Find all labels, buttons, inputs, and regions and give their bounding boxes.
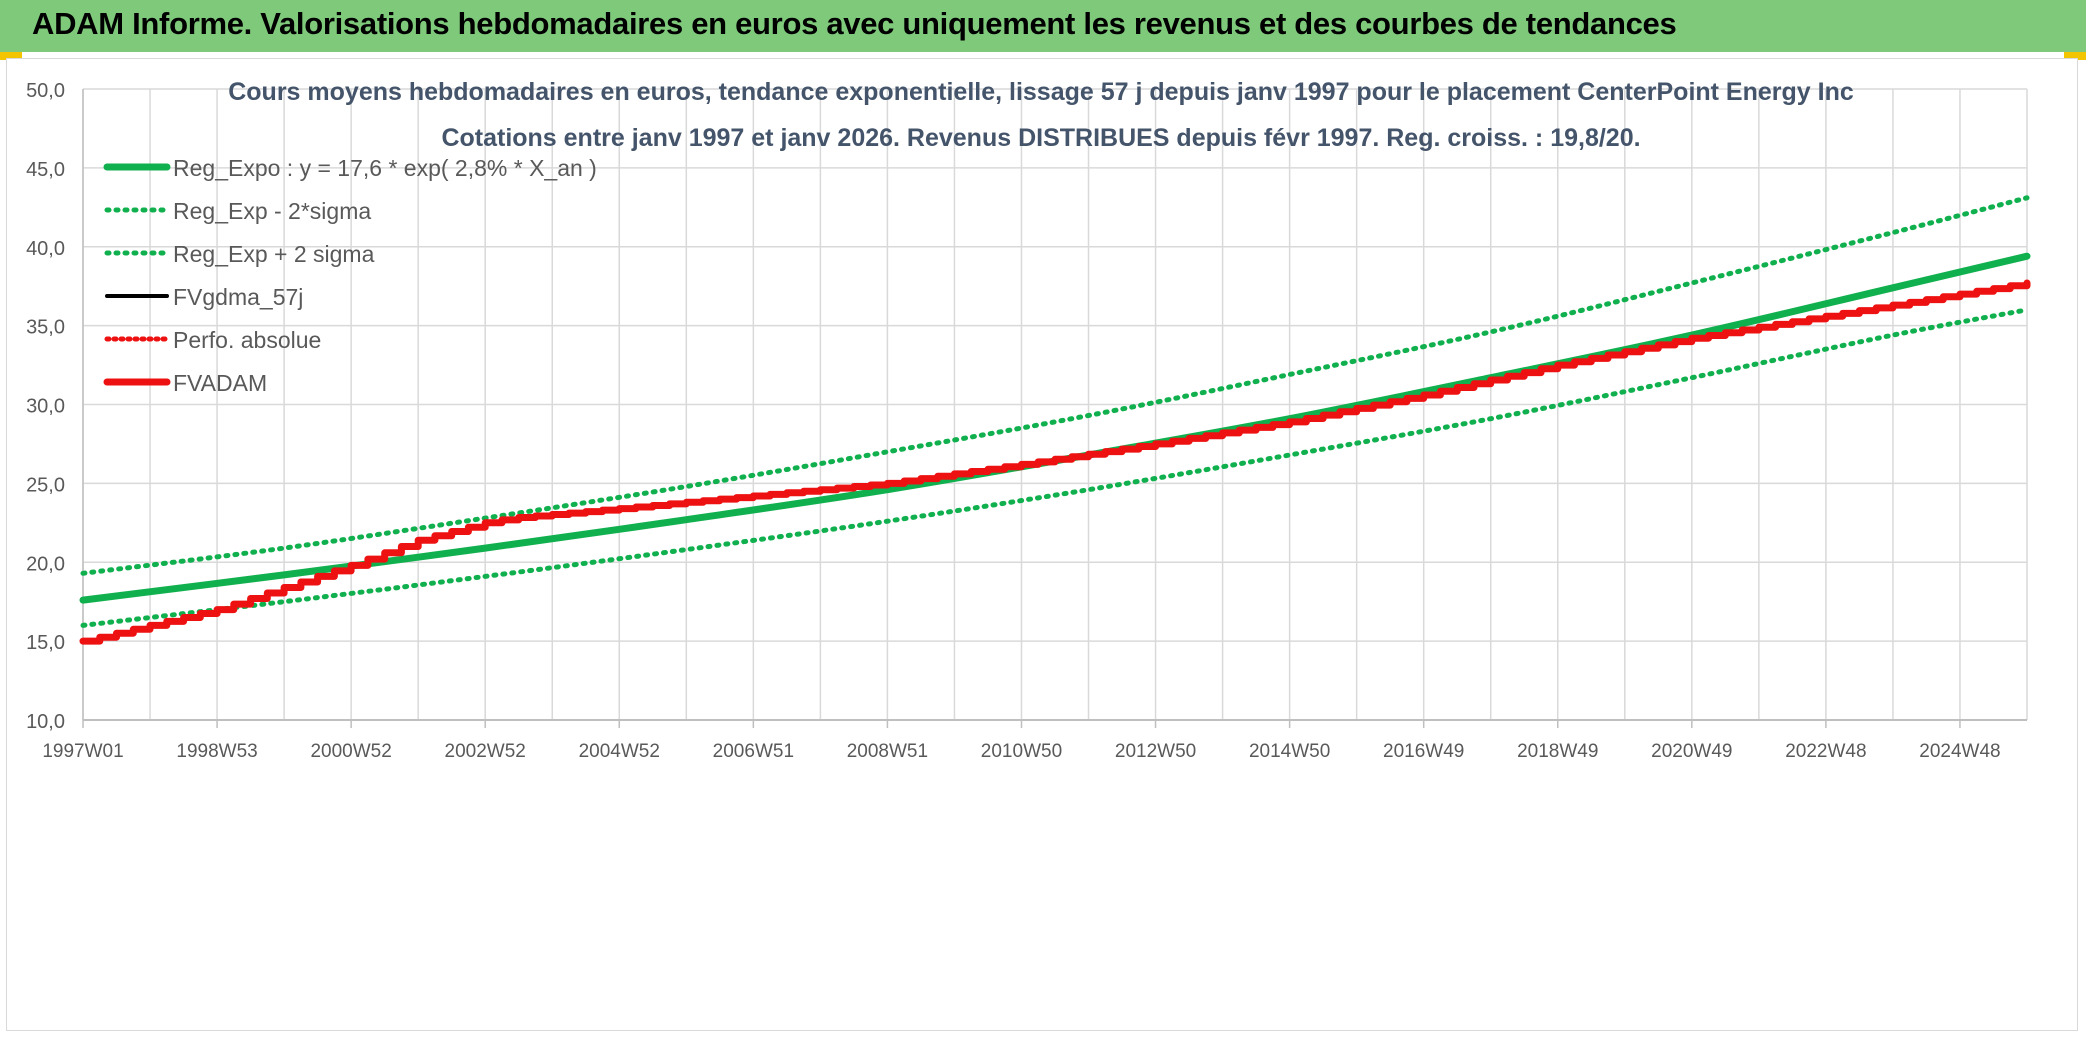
x-tick-label: 2012W50: [1115, 741, 1196, 762]
x-tick-label: 1998W53: [176, 741, 257, 762]
y-tick-label: 35,0: [26, 317, 65, 339]
report-banner: ADAM Informe. Valorisations hebdomadaire…: [0, 0, 2086, 56]
series-line-5: [79, 279, 2031, 645]
y-tick-label: 30,0: [26, 396, 65, 418]
chart-panel: 10,0 15,0 20,0 25,0 30,0 35,0 40,0 45,0 50,0 1997…: [6, 58, 2078, 1031]
chart-series: [79, 195, 2031, 645]
y-tick-label: 20,0: [26, 553, 65, 575]
y-tick-label: 15,0: [26, 632, 65, 654]
chart-grid: [82, 88, 2028, 721]
legend-label: FVgdma_57j: [173, 284, 303, 310]
legend-label: Perfo. absolue: [173, 327, 321, 353]
x-tick-label: 2014W50: [1249, 741, 1330, 762]
report-title: ADAM Informe. Valorisations hebdomadaire…: [32, 6, 1677, 41]
y-tick-label: 45,0: [26, 159, 65, 181]
line-chart: 10,0 15,0 20,0 25,0 30,0 35,0 40,0 45,0 50,0 1997…: [26, 78, 2031, 762]
x-tick-label: 2018W49: [1517, 741, 1598, 762]
series-line-2: [80, 195, 2030, 576]
legend-label: FVADAM: [173, 370, 267, 396]
chart-legend: Reg_Expo : y = 17,6 * exp( 2,8% * X_an )…: [103, 155, 597, 396]
corner-mark-top-right: [2064, 52, 2086, 60]
x-tick-label: 2016W49: [1383, 741, 1464, 762]
x-tick-label: 2004W52: [579, 741, 660, 762]
x-tick-label: 2002W52: [445, 741, 526, 762]
chart-axes: 10,0 15,0 20,0 25,0 30,0 35,0 40,0 45,0 50,0 1997…: [26, 80, 2027, 762]
chart-title: Cours moyens hebdomadaires en euros, ten…: [228, 78, 1854, 106]
x-tick-label: 2024W48: [1919, 741, 2000, 762]
y-tick-label: 50,0: [26, 80, 65, 102]
series-line-1: [80, 307, 2030, 628]
x-tick-label: 2010W50: [981, 741, 1062, 762]
chart-subtitle: Cotations entre janv 1997 et janv 2026. …: [441, 124, 1640, 152]
legend-label: Reg_Exp + 2 sigma: [173, 241, 375, 267]
x-tick-label: 1997W01: [42, 741, 123, 762]
y-tick-label: 40,0: [26, 238, 65, 260]
x-tick-label: 2020W49: [1651, 741, 1732, 762]
legend-label: Reg_Expo : y = 17,6 * exp( 2,8% * X_an ): [173, 155, 597, 181]
x-tick-label: 2008W51: [847, 741, 928, 762]
y-tick-label: 10,0: [26, 711, 65, 733]
x-tick-label: 2000W52: [310, 741, 391, 762]
legend-label: Reg_Exp - 2*sigma: [173, 198, 371, 224]
y-tick-label: 25,0: [26, 474, 65, 496]
series-line-0: [79, 252, 2031, 604]
x-tick-label: 2022W48: [1785, 741, 1866, 762]
x-tick-label: 2006W51: [713, 741, 794, 762]
corner-mark-top-left: [0, 52, 22, 60]
